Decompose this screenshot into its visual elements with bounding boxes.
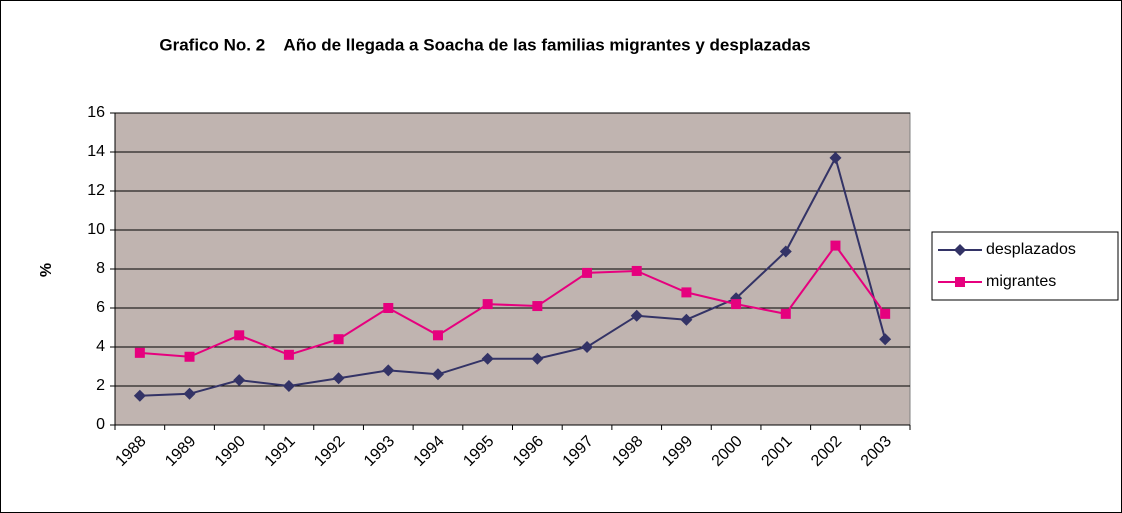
data-point [731, 299, 742, 310]
data-point [829, 151, 842, 164]
data-point [133, 389, 146, 402]
data-point [283, 349, 294, 360]
data-point [382, 364, 395, 377]
y-tick-label: 2 [96, 377, 105, 394]
data-point [184, 351, 195, 362]
data-point [779, 245, 792, 258]
data-point [681, 287, 692, 298]
data-point [680, 313, 693, 326]
data-point [332, 372, 345, 385]
data-point [532, 301, 543, 312]
data-point [431, 368, 444, 381]
data-point [134, 347, 145, 358]
data-point [234, 330, 245, 341]
legend-label: migrantes [986, 273, 1056, 290]
legend-marker [954, 244, 966, 256]
data-point [630, 309, 643, 322]
data-point [780, 308, 791, 319]
legend-marker [955, 277, 965, 287]
data-point [482, 299, 493, 310]
y-tick-label: 0 [96, 416, 105, 433]
y-axis-label: % [38, 263, 55, 277]
series-line [139, 243, 886, 358]
data-point [531, 352, 544, 365]
y-tick-label: 4 [96, 338, 105, 355]
data-point [481, 352, 494, 365]
y-tick-label: 10 [87, 221, 105, 238]
data-point [879, 333, 892, 346]
y-tick-label: 16 [87, 104, 105, 121]
data-point [581, 341, 594, 353]
data-point [631, 265, 642, 276]
data-point [582, 267, 593, 278]
data-point [880, 308, 891, 319]
y-tick-label: 8 [96, 260, 105, 277]
data-point [233, 374, 246, 387]
data-point [333, 334, 344, 345]
data-point [383, 303, 394, 313]
data-point [183, 387, 196, 400]
y-tick-label: 14 [87, 143, 105, 160]
data-point [432, 330, 443, 341]
series-line [139, 155, 887, 397]
data-point [282, 380, 295, 392]
y-tick-label: 12 [87, 182, 105, 199]
legend-label: desplazados [986, 241, 1076, 258]
y-tick-label: 6 [96, 299, 105, 316]
chart-title: Grafico No. 2 Año de llegada a Soacha de… [159, 35, 810, 54]
data-point [830, 240, 841, 251]
legend [931, 231, 1119, 301]
